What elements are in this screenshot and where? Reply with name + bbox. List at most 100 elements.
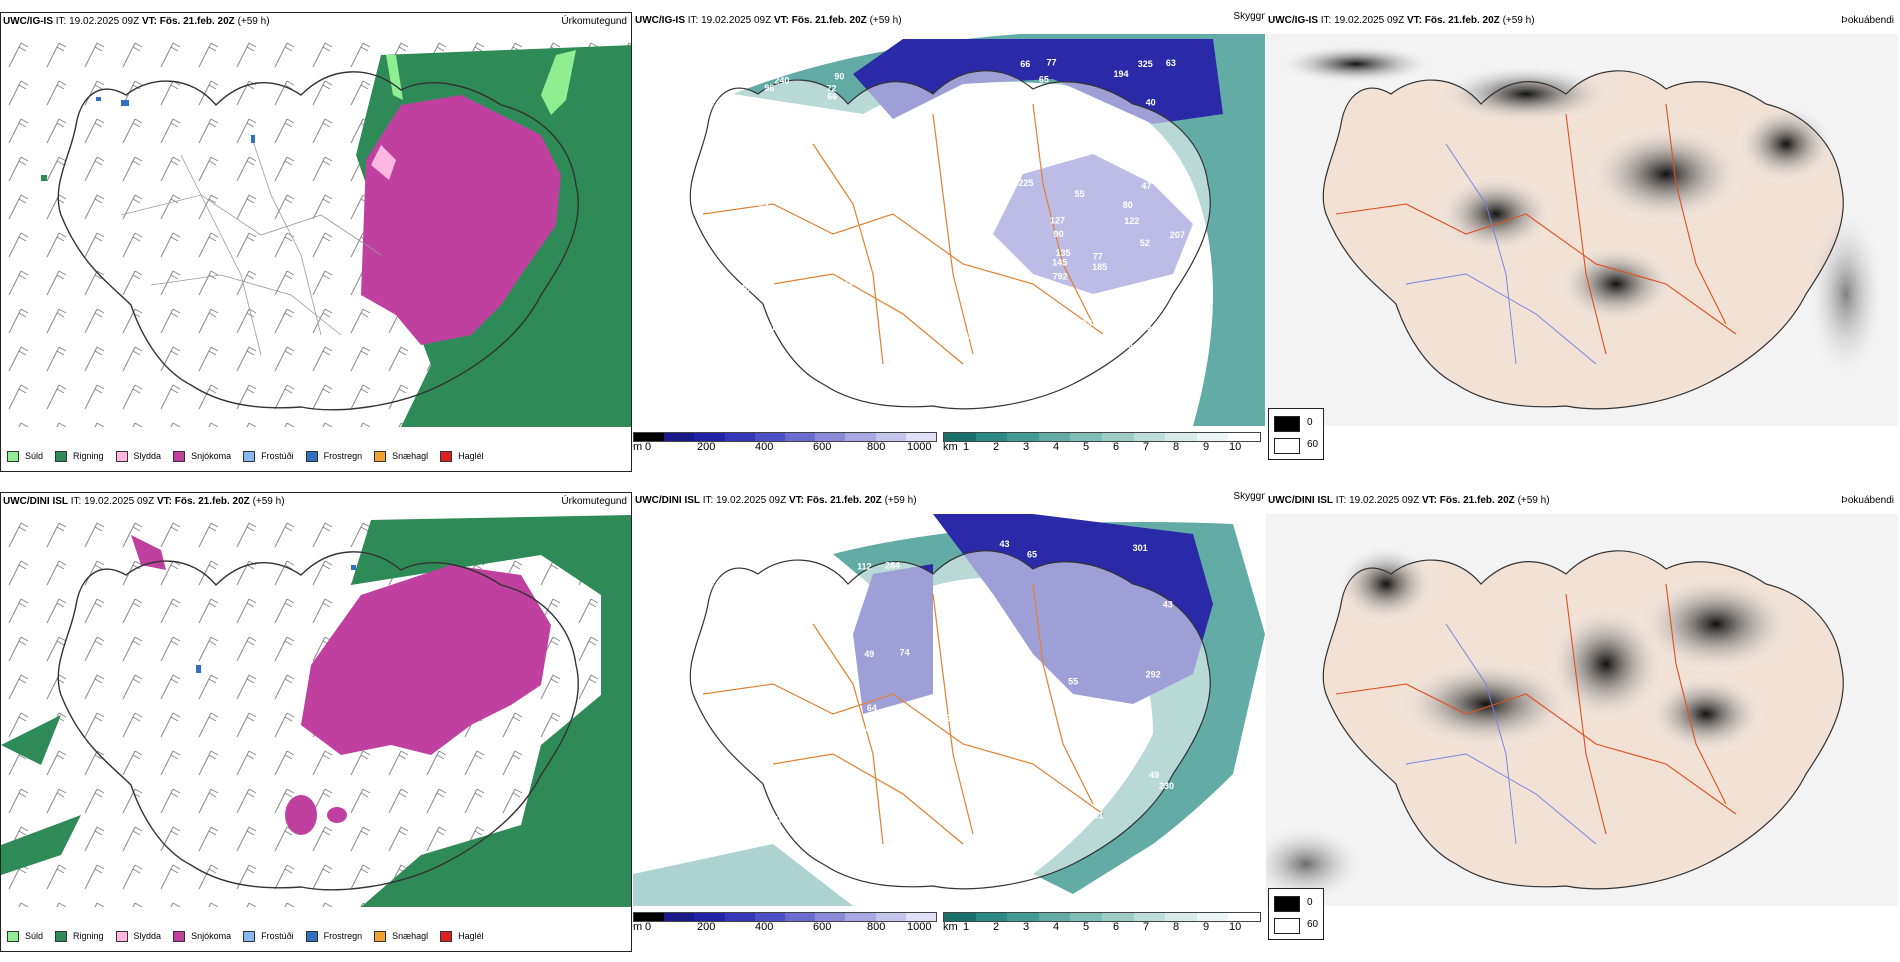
legend-swatch-freezing-drizzle: [243, 930, 256, 942]
cloud-base-label: 49: [1149, 770, 1159, 780]
cloud-base-label: 108: [764, 213, 779, 223]
cloud-base-label: 108: [771, 322, 786, 332]
cloud-base-label: 181: [802, 200, 817, 210]
legend-swatch-hail: [440, 450, 453, 462]
vt-label: VT:: [156, 496, 172, 507]
fog-label-60: 60: [1307, 439, 1319, 450]
cloud-base-label: 58: [978, 718, 988, 728]
fog-swatch-black: [1274, 416, 1300, 432]
cloud-base-label: 90: [743, 654, 753, 664]
tick: 200: [697, 921, 716, 933]
cloud-base-label: 95: [795, 794, 805, 804]
cloud-base-label: 74: [900, 647, 910, 657]
cloud-base-label: 91: [1094, 811, 1104, 821]
cloud-base-label: 62: [808, 609, 818, 619]
panel-header: UWC/DINI ISL IT: 19.02.2025 09Z VT: Fös.…: [635, 492, 1265, 511]
visibility-map[interactable]: 157 90 301 95 64 74 55 53 49 46 95 66 65 74 48 49 56 77 67…: [633, 514, 1265, 906]
precip-map[interactable]: [1, 35, 631, 427]
cloud-base-label: 55: [1074, 189, 1084, 199]
tick: 9: [1203, 921, 1210, 933]
cloud-base-label: 51: [906, 742, 916, 752]
it-value: 19.02.2025 09Z: [1334, 15, 1405, 26]
panel-header: UWC/IG-IS IT: 19.02.2025 09Z VT: Fös. 21…: [1268, 15, 1896, 31]
cloud-base-unit: m: [633, 921, 643, 933]
tick: 2: [993, 921, 1000, 933]
cloud-base-label: 63: [1166, 58, 1176, 68]
precip-map[interactable]: [1, 515, 631, 907]
legend-label: Haglél: [458, 451, 484, 461]
legend-item-drizzle: Súld: [7, 450, 43, 462]
legend-swatch-snow: [173, 930, 186, 942]
legend-item-sleet: Slydda: [115, 450, 162, 462]
tick: 0: [645, 921, 652, 933]
cloud-base-label: 52: [1028, 297, 1038, 307]
cloud-base-label: 135: [1056, 248, 1071, 258]
precip-legend: Súld Rigning Slydda Snjókoma Frostúði Fr…: [7, 927, 484, 945]
panel-title: Skyggni: [1233, 12, 1265, 22]
tick: 5: [1083, 441, 1090, 453]
fog-map[interactable]: [1266, 514, 1898, 906]
it-label: IT:: [1335, 495, 1347, 506]
visibility-map[interactable]: 90 122 108 90 232 239 64 65 44 55 51 64 96 259 248 47 63…: [633, 34, 1265, 426]
legend-label: Slydda: [133, 451, 162, 461]
tick: 8: [1173, 921, 1180, 933]
vt-value: Fös. 21.feb. 20Z: [791, 15, 867, 26]
cloud-base-label: 53: [986, 717, 996, 727]
fog-swatch-white: [1274, 438, 1300, 454]
it-label: IT:: [687, 15, 699, 26]
cloud-base-label: 209: [782, 267, 797, 277]
cloud-base-label: 47: [1141, 181, 1151, 191]
legend-label: Slydda: [133, 931, 162, 941]
cloud-base-label: 65: [1039, 75, 1049, 85]
panel-header: UWC/DINI ISL IT: 19.02.2025 09Z VT: Fös.…: [1268, 495, 1896, 511]
cloud-base-label: 157: [990, 734, 1005, 744]
fog-label-0: 0: [1307, 417, 1313, 428]
cloud-base-label: 43: [999, 539, 1009, 549]
tick: 600: [813, 441, 832, 453]
cloud-base-label: 495: [818, 596, 833, 606]
vt-value: Fös. 21.feb. 20Z: [159, 16, 235, 27]
cloud-base-label: 20: [861, 212, 871, 222]
it-label: IT:: [1320, 15, 1332, 26]
legend-label: Haglél: [458, 931, 484, 941]
legend-label: Frostúði: [261, 931, 294, 941]
cloud-base-label: 44: [870, 145, 880, 155]
cloud-base-label: 65: [1027, 550, 1037, 560]
visibility-colorbar: km 1 2 3 4 5 6 7 8 9 10: [943, 432, 1261, 460]
tick: 400: [755, 441, 774, 453]
legend-swatch-rain: [55, 930, 68, 942]
cloud-base-label: 152: [958, 581, 973, 591]
tick: 800: [867, 441, 886, 453]
cloud-base-label: 301: [1133, 543, 1148, 553]
cloud-base-label: 234: [762, 173, 777, 183]
cloud-base-label: 77: [732, 737, 742, 747]
panel-title: Úrkomutegund: [561, 496, 627, 507]
tick: 0: [645, 441, 652, 453]
tick: 7: [1143, 921, 1150, 933]
tick: 1: [963, 441, 970, 453]
legend-item-freezing-rain: Frostregn: [305, 930, 362, 942]
cloud-base-label: 66: [1020, 59, 1030, 69]
forecast-row-dini: UWC/DINI ISL IT: 19.02.2025 09Z VT: Fös.…: [0, 492, 1900, 962]
legend-item-snow: Snjókoma: [173, 930, 231, 942]
legend-label: Snjókoma: [191, 451, 232, 461]
cloud-base-label: 288: [1074, 806, 1089, 816]
tick: 6: [1113, 921, 1120, 933]
cloud-base-label: 61: [731, 727, 741, 737]
panel-title: Úrkomutegund: [561, 16, 627, 27]
cloud-base-label: 64: [759, 203, 769, 213]
cloud-base-ticks: m 0 200 400 600 800 1000: [633, 921, 937, 937]
legend-label: Snæhagl: [392, 931, 429, 941]
model-name: UWC/DINI ISL: [1268, 495, 1333, 506]
legend-label: Súld: [25, 931, 44, 941]
cloud-base-label: 230: [1159, 781, 1174, 791]
cloud-base-label: 87: [901, 143, 911, 153]
visibility-scale: [943, 432, 1261, 442]
tick: 3: [1023, 441, 1030, 453]
visibility-unit: km: [943, 441, 958, 453]
legend-swatch-drizzle: [7, 450, 19, 462]
cloud-base-label: 81: [983, 209, 993, 219]
cloud-base-label: 83: [812, 258, 822, 268]
tick: 4: [1053, 441, 1060, 453]
fog-map[interactable]: [1266, 34, 1898, 426]
